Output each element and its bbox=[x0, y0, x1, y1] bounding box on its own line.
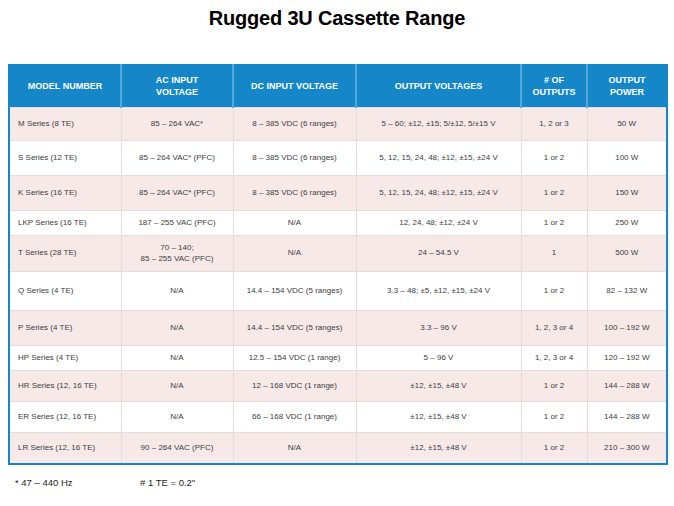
table-cell: 12, 24, 48; ±12, ±24 V bbox=[356, 210, 521, 235]
table-cell: 5, 12, 15, 24, 48; ±12, ±15, ±24 V bbox=[356, 175, 521, 210]
table-cell: 66 – 168 VDC (1 range) bbox=[233, 401, 356, 432]
spec-table: MODEL NUMBERAC INPUT VOLTAGEDC INPUT VOL… bbox=[8, 64, 668, 465]
table-cell: 8 – 385 VDC (6 ranges) bbox=[233, 175, 356, 210]
column-header: AC INPUT VOLTAGE bbox=[121, 65, 233, 107]
table-cell: 14.4 – 154 VDC (5 ranges) bbox=[233, 310, 356, 345]
table-cell: 3.3 – 96 V bbox=[356, 310, 521, 345]
table-cell: N/A bbox=[121, 370, 233, 401]
table-cell: M Series (8 TE) bbox=[9, 107, 121, 140]
table-cell: N/A bbox=[233, 210, 356, 235]
table-cell: 1 bbox=[521, 235, 587, 271]
table-cell: 82 – 132 W bbox=[587, 271, 667, 310]
table-cell: K Series (16 TE) bbox=[9, 175, 121, 210]
table-cell: ±12, ±15, ±48 V bbox=[356, 401, 521, 432]
table-cell: 1, 2, 3 or 4 bbox=[521, 345, 587, 370]
table-cell: 1 or 2 bbox=[521, 401, 587, 432]
table-cell: 250 W bbox=[587, 210, 667, 235]
table-cell: 120 – 192 W bbox=[587, 345, 667, 370]
table-row: T Series (28 TE)70 – 140; 85 – 255 VAC (… bbox=[9, 235, 667, 271]
table-cell: 1 or 2 bbox=[521, 271, 587, 310]
table-cell: N/A bbox=[121, 401, 233, 432]
table-cell: 50 W bbox=[587, 107, 667, 140]
table-row: S Series (12 TE)85 – 264 VAC* (PFC)8 – 3… bbox=[9, 140, 667, 175]
table-row: ER Series (12, 16 TE)N/A66 – 168 VDC (1 … bbox=[9, 401, 667, 432]
table-cell: HP Series (4 TE) bbox=[9, 345, 121, 370]
table-cell: 100 – 192 W bbox=[587, 310, 667, 345]
table-cell: 1 or 2 bbox=[521, 175, 587, 210]
table-cell: S Series (12 TE) bbox=[9, 140, 121, 175]
table-cell: 1 or 2 bbox=[521, 140, 587, 175]
footnote-te-definition: # 1 TE = 0.2" bbox=[140, 477, 195, 488]
table-cell: 90 – 264 VAC (PFC) bbox=[121, 432, 233, 464]
table-cell: 5 – 60; ±12, ±15; 5/±12, 5/±15 V bbox=[356, 107, 521, 140]
footnote-frequency: * 47 – 440 Hz bbox=[15, 477, 73, 488]
column-header: MODEL NUMBER bbox=[9, 65, 121, 107]
table-cell: 210 – 300 W bbox=[587, 432, 667, 464]
table-row: K Series (16 TE)85 – 264 VAC* (PFC)8 – 3… bbox=[9, 175, 667, 210]
table-row: M Series (8 TE)85 – 264 VAC*8 – 385 VDC … bbox=[9, 107, 667, 140]
table-cell: 1 or 2 bbox=[521, 432, 587, 464]
table-cell: Q Series (4 TE) bbox=[9, 271, 121, 310]
table-cell: T Series (28 TE) bbox=[9, 235, 121, 271]
table-row: HP Series (4 TE)N/A12.5 – 154 VDC (1 ran… bbox=[9, 345, 667, 370]
table-cell: 150 W bbox=[587, 175, 667, 210]
table-cell: 1, 2, 3 or 4 bbox=[521, 310, 587, 345]
table-cell: ER Series (12, 16 TE) bbox=[9, 401, 121, 432]
table-cell: 8 – 385 VDC (6 ranges) bbox=[233, 140, 356, 175]
column-header: OUTPUT POWER bbox=[587, 65, 667, 107]
table-cell: 5 – 96 V bbox=[356, 345, 521, 370]
table-cell: 70 – 140; 85 – 255 VAC (PFC) bbox=[121, 235, 233, 271]
footnotes: * 47 – 440 Hz # 1 TE = 0.2" bbox=[0, 477, 674, 491]
column-header: # OF OUTPUTS bbox=[521, 65, 587, 107]
table-row: Q Series (4 TE)N/A14.4 – 154 VDC (5 rang… bbox=[9, 271, 667, 310]
table-cell: 14.4 – 154 VDC (5 ranges) bbox=[233, 271, 356, 310]
table-cell: N/A bbox=[121, 345, 233, 370]
table-row: HR Series (12, 16 TE)N/A12 – 168 VDC (1 … bbox=[9, 370, 667, 401]
table-cell: N/A bbox=[233, 235, 356, 271]
table-cell: 85 – 264 VAC* (PFC) bbox=[121, 175, 233, 210]
table-header-row: MODEL NUMBERAC INPUT VOLTAGEDC INPUT VOL… bbox=[9, 65, 667, 107]
table-row: LKP Series (16 TE)187 – 255 VAC (PFC)N/A… bbox=[9, 210, 667, 235]
table-cell: 1 or 2 bbox=[521, 210, 587, 235]
table-cell: 24 – 54.5 V bbox=[356, 235, 521, 271]
table-cell: 12.5 – 154 VDC (1 range) bbox=[233, 345, 356, 370]
table-cell: 5, 12, 15, 24, 48; ±12, ±15, ±24 V bbox=[356, 140, 521, 175]
table-cell: 1 or 2 bbox=[521, 370, 587, 401]
table-cell: HR Series (12, 16 TE) bbox=[9, 370, 121, 401]
table-cell: LKP Series (16 TE) bbox=[9, 210, 121, 235]
page-title: Rugged 3U Cassette Range bbox=[0, 7, 674, 30]
table-cell: 8 – 385 VDC (6 ranges) bbox=[233, 107, 356, 140]
table-cell: N/A bbox=[121, 271, 233, 310]
table-cell: N/A bbox=[233, 432, 356, 464]
table-cell: ±12, ±15, ±48 V bbox=[356, 370, 521, 401]
table-cell: 3.3 – 48; ±5, ±12, ±15, ±24 V bbox=[356, 271, 521, 310]
table-cell: 85 – 264 VAC* bbox=[121, 107, 233, 140]
table-header: MODEL NUMBERAC INPUT VOLTAGEDC INPUT VOL… bbox=[9, 65, 667, 107]
table-cell: 500 W bbox=[587, 235, 667, 271]
table-row: LR Series (12, 16 TE)90 – 264 VAC (PFC)N… bbox=[9, 432, 667, 464]
table-cell: 85 – 264 VAC* (PFC) bbox=[121, 140, 233, 175]
table-cell: ±12, ±15, ±48 V bbox=[356, 432, 521, 464]
table-cell: 1, 2 or 3 bbox=[521, 107, 587, 140]
column-header: OUTPUT VOLTAGES bbox=[356, 65, 521, 107]
table-cell: 12 – 168 VDC (1 range) bbox=[233, 370, 356, 401]
table-cell: 144 – 288 W bbox=[587, 401, 667, 432]
table-cell: 100 W bbox=[587, 140, 667, 175]
spec-table-container: MODEL NUMBERAC INPUT VOLTAGEDC INPUT VOL… bbox=[8, 64, 668, 465]
table-body: M Series (8 TE)85 – 264 VAC*8 – 385 VDC … bbox=[9, 107, 667, 464]
table-cell: 144 – 288 W bbox=[587, 370, 667, 401]
table-row: P Series (4 TE)N/A14.4 – 154 VDC (5 rang… bbox=[9, 310, 667, 345]
table-cell: N/A bbox=[121, 310, 233, 345]
table-cell: LR Series (12, 16 TE) bbox=[9, 432, 121, 464]
table-cell: 187 – 255 VAC (PFC) bbox=[121, 210, 233, 235]
table-cell: P Series (4 TE) bbox=[9, 310, 121, 345]
column-header: DC INPUT VOLTAGE bbox=[233, 65, 356, 107]
